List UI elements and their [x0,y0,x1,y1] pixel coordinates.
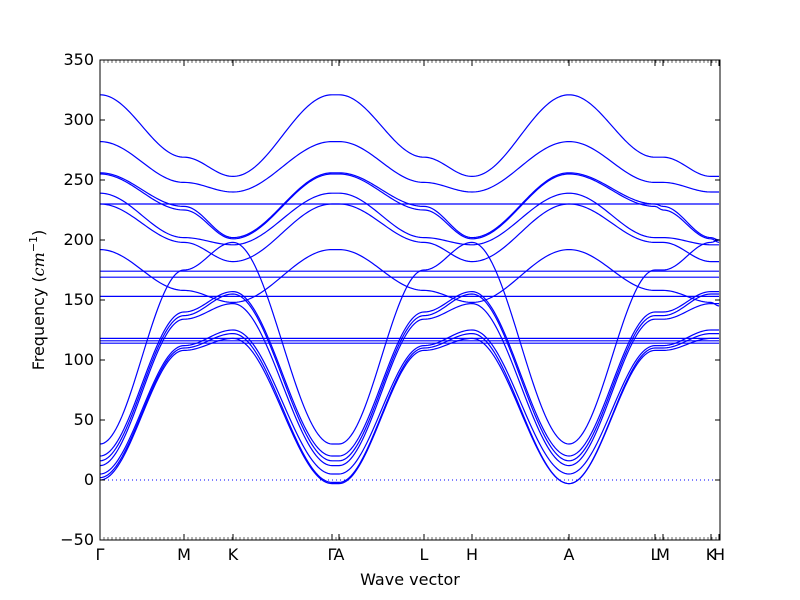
y-tick-label: 50 [74,410,94,429]
plot-area [100,94,720,485]
x-tick-label-10: M [656,545,670,564]
x-tick-label-6: L [420,545,429,564]
band-line-13 [100,290,719,457]
y-axis-label-exponent: −1 [27,236,40,252]
x-tick-label-12: H [713,545,725,564]
x-tick-label-5: A [334,545,345,564]
x-tick-label-8: A [564,545,575,564]
band-line-15 [100,302,719,467]
band-line-4 [100,173,720,243]
y-tick-label: 350 [63,50,94,69]
y-axis-label: Frequency (cm−1) [27,230,48,371]
y-axis-label-unit: cm [29,252,48,276]
y-axis-label-text: Frequency ( [29,276,48,370]
y-tick-label: 250 [63,170,94,189]
y-tick-label: 300 [63,110,94,129]
x-tick-label-11: K [706,545,717,564]
y-tick-label: 100 [63,350,94,369]
band-line-14 [100,293,719,462]
y-tick-label: 200 [63,230,94,249]
x-tick-label-7: H [466,545,478,564]
x-tick-label-1: Γ [96,545,105,564]
band-line-9 [100,239,720,445]
band-line-19 [100,329,719,475]
x-tick-label-9: L [651,545,660,564]
x-axis-label: Wave vector [360,570,460,589]
band-line-21 [100,337,719,485]
band-line-2 [100,140,719,193]
x-tick-label-4: Γ [328,545,337,564]
y-tick-label: 0 [84,470,94,489]
band-line-8 [100,248,720,307]
y-axis-label-close: ) [29,230,48,236]
band-line-7 [100,203,719,263]
band-line-1 [100,94,719,178]
y-tick-label: 150 [63,290,94,309]
band-line-5 [100,192,719,246]
x-tick-label-2: M [177,545,191,564]
y-tick-label: −50 [60,530,94,549]
x-tick-label-3: K [228,545,239,564]
